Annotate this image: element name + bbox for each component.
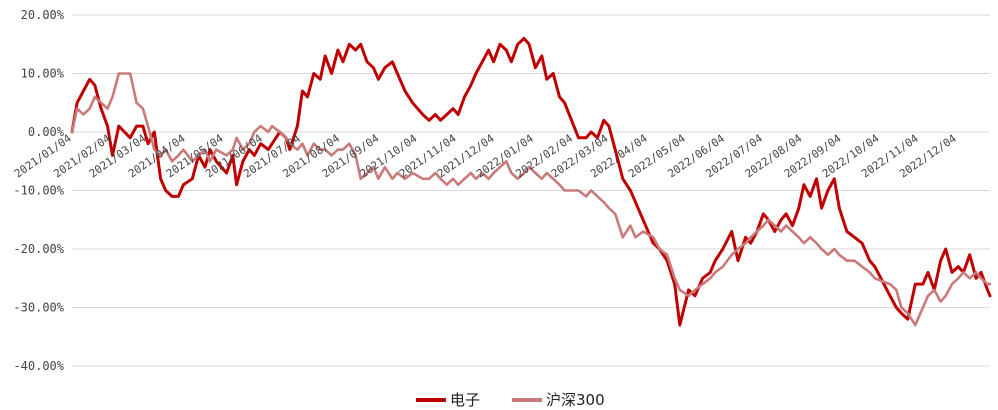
y-tick-label: -20.00% — [13, 242, 64, 256]
y-tick-label: 10.00% — [21, 67, 65, 81]
legend: 电子 沪深300 — [416, 391, 605, 409]
series-line-hs300 — [70, 72, 992, 327]
y-tick-label: -10.00% — [13, 184, 64, 198]
series-lines — [70, 36, 992, 327]
legend-item-hs300: 沪深300 — [512, 391, 605, 409]
y-axis: 20.00% 10.00% 0.00% -10.00% -20.00% -30.00% -4… — [13, 8, 64, 373]
legend-label-hs300: 沪深300 — [546, 391, 605, 409]
y-tick-label: -30.00% — [13, 301, 64, 315]
gridlines — [72, 14, 990, 367]
y-tick-label: -40.00% — [13, 359, 64, 373]
y-tick-label: 20.00% — [21, 8, 65, 22]
y-tick-label: 0.00% — [28, 125, 65, 139]
legend-item-electronics: 电子 — [416, 391, 480, 409]
series-line-electronics — [70, 36, 992, 327]
legend-label-electronics: 电子 — [450, 391, 480, 409]
